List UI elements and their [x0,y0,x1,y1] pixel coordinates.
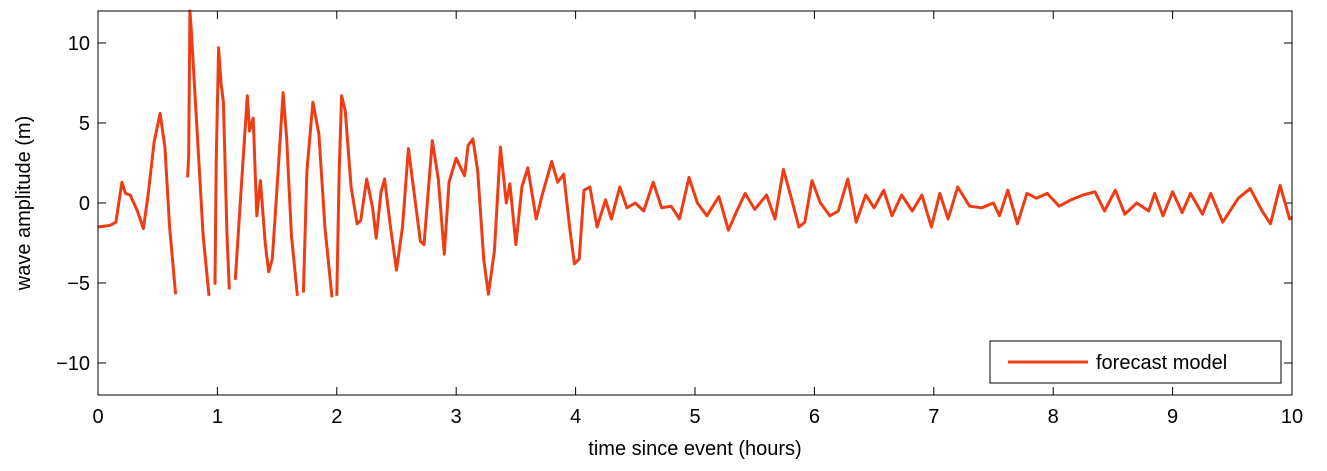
x-tick-label: 4 [570,406,581,428]
y-tick-label: 10 [68,33,90,55]
x-tick-label: 7 [928,406,939,428]
y-tick-label: −5 [67,273,90,295]
x-tick-label: 0 [92,406,103,428]
x-tick-label: 8 [1048,406,1059,428]
x-tick-label: 10 [1281,406,1303,428]
data-line [97,9,1293,298]
x-tick-label: 2 [331,406,342,428]
legend-label: forecast model [1096,352,1227,374]
x-tick-label: 1 [212,406,223,428]
x-tick-label: 9 [1167,406,1178,428]
x-tick-label: 5 [689,406,700,428]
y-tick-label: 5 [79,113,90,135]
plot-frame [97,10,1293,396]
x-tick-label: 3 [451,406,462,428]
y-tick-label: −10 [56,353,90,375]
x-axis-label: time since event (hours) [588,438,801,460]
x-tick-label: 6 [809,406,820,428]
y-tick-label: 0 [79,193,90,215]
y-axis-label: wave amplitude (m) [13,116,35,292]
